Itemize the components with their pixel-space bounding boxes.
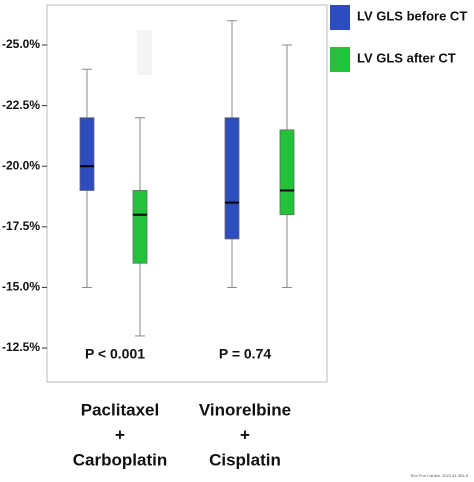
box [132, 190, 148, 264]
y-tick-label: -15.0% [2, 280, 40, 294]
y-tick-label: -17.5% [2, 219, 40, 233]
y-tick-label: -12.5% [2, 340, 40, 354]
x-tick-label: + [240, 425, 250, 444]
box [79, 117, 95, 191]
source: Rev Port Cardiol. 2022;41:301-8 [411, 473, 469, 478]
artifact [137, 30, 152, 75]
annotation: P = 0.74 [219, 346, 272, 362]
legend-swatch [330, 47, 350, 72]
y-tick-label: -22.5% [2, 98, 40, 112]
x-tick-label: Cisplatin [209, 450, 281, 469]
x-tick-label: + [115, 425, 125, 444]
legend-label: LV GLS before CT [357, 8, 467, 23]
box [279, 129, 295, 216]
y-tick-label: -25.0% [2, 37, 40, 51]
y-tick-label: -20.0% [2, 158, 40, 172]
x-tick-label: Vinorelbine [199, 400, 291, 419]
box [224, 117, 240, 240]
x-tick-label: Paclitaxel [81, 400, 159, 419]
legend-swatch [330, 5, 350, 30]
x-tick-label: Carboplatin [73, 450, 167, 469]
annotation: P < 0.001 [85, 346, 145, 362]
legend-label: LV GLS after CT [357, 50, 456, 65]
